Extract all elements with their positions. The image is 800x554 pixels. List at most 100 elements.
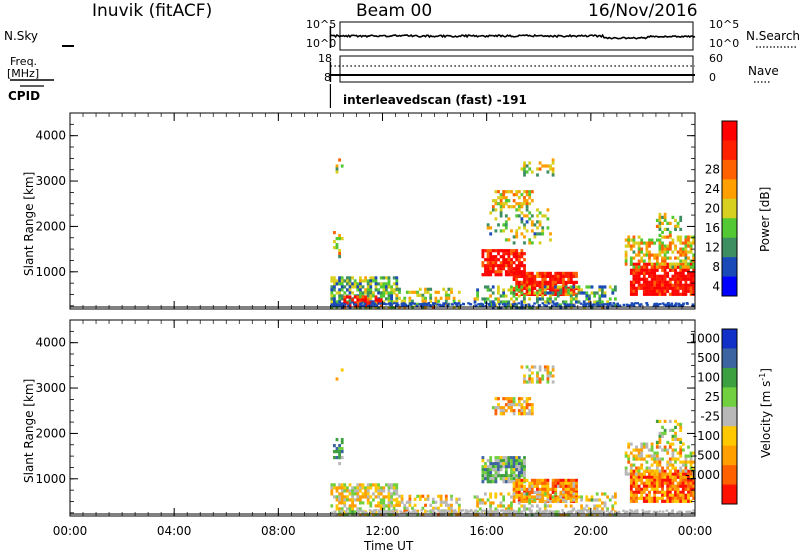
velocity-echo-cell [379,486,383,490]
velocity-ground-cell [391,511,394,514]
velocity-echo-cell [499,456,503,460]
power-echo-cell [374,285,378,289]
velocity-echo-cell [674,419,677,423]
power-echo-cell [676,250,680,254]
power-ground-cell [360,304,364,307]
power-echo-cell [661,244,664,248]
velocity-echo-cell [679,440,683,444]
velocity-echo-cell [687,475,690,479]
power-echo-cell [473,300,477,304]
velocity-echo-cell [640,466,644,470]
velocity-echo-cell [510,400,513,404]
velocity-echo-cell [515,468,519,472]
velocity-echo-cell [390,504,393,508]
velocity-echo-cell [536,484,539,488]
power-echo-cell [408,296,412,300]
velocity-echo-cell [523,492,526,496]
velocity-echo-cell [655,463,659,467]
velocity-echo-cell [650,496,654,500]
power-echo-region [491,190,534,209]
power-echo-cell [512,286,516,290]
velocity-echo-cell [351,501,354,505]
power-echo-cell [528,167,532,171]
power-colorbar-segment [722,257,737,277]
power-echo-cell [575,294,578,298]
velocity-echo-cell [538,365,542,369]
power-echo-cell [489,267,493,271]
power-echo-cell [525,289,529,293]
velocity-echo-cell [392,498,396,502]
power-echo-cell [687,268,690,272]
power-echo-cell [562,274,565,278]
velocity-ground-cell [474,509,477,512]
power-echo-cell [658,241,662,245]
xtick-label: 00:00 [678,524,713,538]
velocity-echo-cell [523,377,526,381]
velocity-echo-cell [614,501,617,505]
velocity-echo-cell [681,442,685,446]
power-echo-cell [489,258,493,262]
velocity-echo-cell [648,448,651,452]
power-ground-cell [462,302,465,305]
power-colorbar-tick: 28 [705,163,720,177]
power-ground-cell [440,304,444,307]
velocity-echo-cell [338,510,341,514]
power-echo-cell [502,196,506,200]
power-echo-cell [398,290,401,294]
velocity-echo-cell [624,469,628,473]
power-echo-cell [624,244,628,248]
power-echo-cell [405,290,409,294]
velocity-echo-cell [338,498,341,502]
velocity-echo-cell [692,451,696,455]
velocity-echo-cell [340,483,344,487]
power-ground-cell [487,302,491,306]
power-echo-cell [598,294,602,298]
power-echo-cell [668,268,672,272]
power-echo-cell [559,271,563,275]
power-echo-cell [536,226,539,230]
power-echo-cell [681,283,685,287]
velocity-echo-cell [603,504,607,508]
beam-title: Beam 00 [356,1,433,21]
power-colorbar-tick: 16 [705,221,720,235]
velocity-echo-cell [333,495,336,499]
velocity-echo-cell [528,397,532,401]
velocity-echo-cell [593,507,596,511]
power-ground-cell [506,302,510,305]
power-echo-cell [689,235,693,239]
power-echo-cell [497,249,500,253]
velocity-echo-cell [499,504,503,508]
velocity-echo-cell [377,492,380,496]
velocity-echo-cell [632,496,636,500]
velocity-echo-cell [668,499,672,503]
power-echo-cell [668,221,672,225]
power-echo-cell [338,249,341,253]
power-echo-cell [382,291,386,295]
power-echo-cell [515,288,518,292]
power-echo-cell [424,299,427,303]
velocity-echo-cell [546,374,550,378]
velocity-echo-cell [687,472,690,476]
velocity-ground-cell [505,511,508,514]
power-echo-cell [679,280,683,284]
velocity-echo-cell [546,380,550,384]
velocity-echo-cell [666,463,670,467]
velocity-colorbar-segment [722,367,737,388]
power-echo-cell [658,280,662,284]
power-echo-cell [585,294,589,298]
velocity-echo-cell [523,456,526,460]
power-echo-cell [528,241,532,245]
power-echo-cell [533,223,537,227]
power-ground-cell [636,302,639,305]
power-ground-cell [645,302,648,305]
velocity-echo-cell [658,440,662,444]
velocity-echo-cell [575,510,578,514]
velocity-echo-cell [679,422,683,426]
velocity-echo-cell [640,490,644,494]
velocity-echo-cell [635,475,638,479]
power-echo-cell [486,226,490,230]
velocity-echo-cell [668,419,672,423]
velocity-ground-cell [373,511,376,514]
power-echo-cell [530,280,534,284]
power-echo-cell [554,274,558,278]
